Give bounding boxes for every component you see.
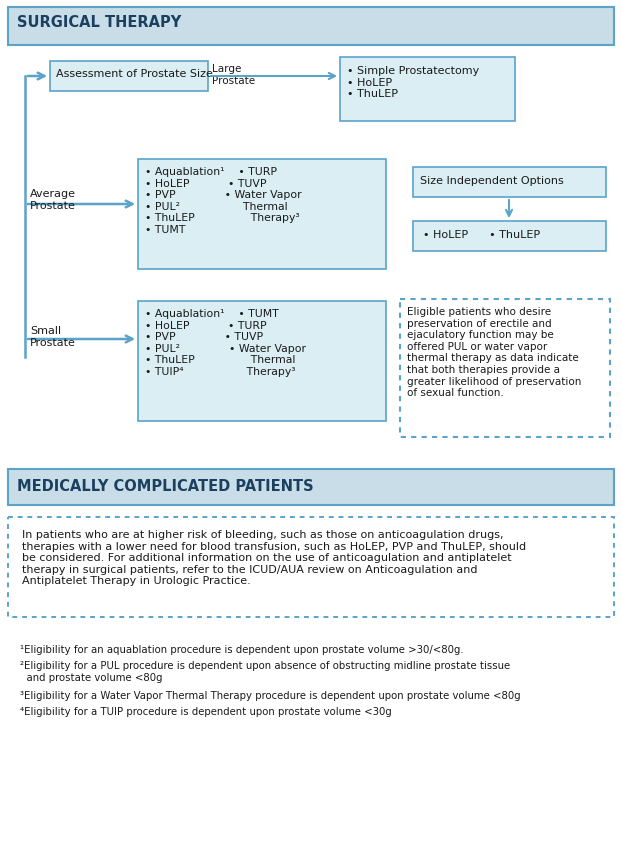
Text: Size Independent Options: Size Independent Options	[420, 176, 564, 186]
Text: ²Eligibility for a PUL procedure is dependent upon absence of obstructing midlin: ²Eligibility for a PUL procedure is depe…	[20, 660, 510, 682]
Text: • HoLEP      • ThuLEP: • HoLEP • ThuLEP	[423, 230, 540, 239]
Bar	[413, 168, 606, 198]
Bar	[8, 517, 614, 617]
Bar	[50, 62, 208, 92]
Bar	[340, 58, 515, 122]
Bar	[8, 8, 614, 46]
Text: • Simple Prostatectomy
• HoLEP
• ThuLEP: • Simple Prostatectomy • HoLEP • ThuLEP	[347, 66, 479, 99]
Text: Assessment of Prostate Size: Assessment of Prostate Size	[56, 69, 213, 79]
Bar	[138, 160, 386, 269]
Bar	[8, 469, 614, 505]
Text: ³Eligibility for a Water Vapor Thermal Therapy procedure is dependent upon prost: ³Eligibility for a Water Vapor Thermal T…	[20, 691, 521, 700]
Text: ¹Eligibility for an aquablation procedure is dependent upon prostate volume >30/: ¹Eligibility for an aquablation procedur…	[20, 644, 463, 654]
Bar	[413, 222, 606, 251]
Text: ⁴Eligibility for a TUIP procedure is dependent upon prostate volume <30g: ⁴Eligibility for a TUIP procedure is dep…	[20, 706, 392, 716]
Text: In patients who are at higher risk of bleeding, such as those on anticoagulation: In patients who are at higher risk of bl…	[22, 530, 526, 585]
Text: Large
Prostate: Large Prostate	[212, 64, 255, 85]
Text: Small
Prostate: Small Prostate	[30, 325, 76, 347]
Text: • Aquablation¹    • TURP
• HoLEP           • TUVP
• PVP              • Water Vap: • Aquablation¹ • TURP • HoLEP • TUVP • P…	[145, 167, 302, 235]
Text: MEDICALLY COMPLICATED PATIENTS: MEDICALLY COMPLICATED PATIENTS	[17, 479, 313, 493]
Text: Eligible patients who desire
preservation of erectile and
ejaculatory function m: Eligible patients who desire preservatio…	[407, 307, 582, 398]
Bar	[138, 301, 386, 422]
Text: SURGICAL THERAPY: SURGICAL THERAPY	[17, 15, 181, 30]
Text: Average
Prostate: Average Prostate	[30, 189, 76, 210]
Bar	[400, 300, 610, 437]
Text: • Aquablation¹    • TUMT
• HoLEP           • TURP
• PVP              • TUVP
• PU: • Aquablation¹ • TUMT • HoLEP • TURP • P…	[145, 308, 306, 376]
